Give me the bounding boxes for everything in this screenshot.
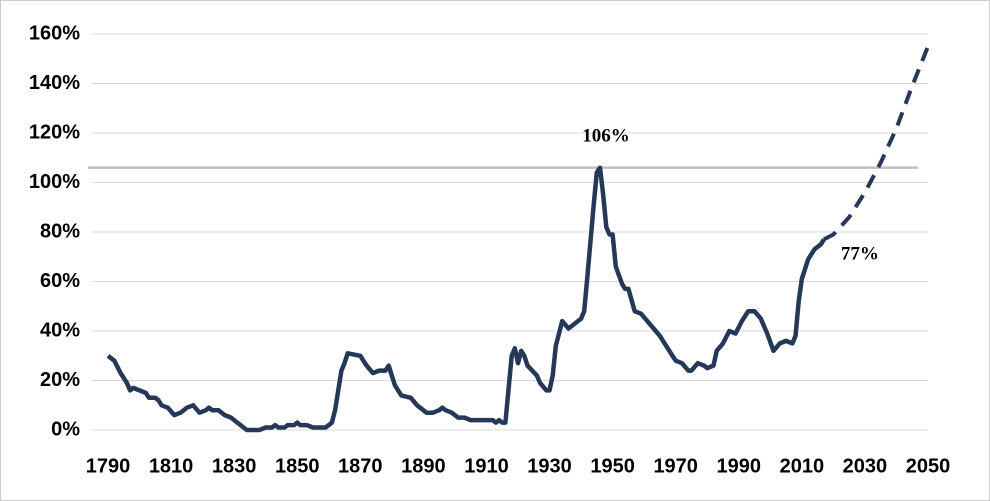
x-tick-label: 2050	[906, 455, 951, 477]
x-tick-label: 2030	[843, 455, 888, 477]
x-tick-label: 1850	[275, 455, 320, 477]
x-tick-label: 1990	[717, 455, 762, 477]
x-tick-label: 1950	[590, 455, 635, 477]
y-tick-label: 40%	[40, 319, 80, 341]
x-tick-label: 1870	[338, 455, 383, 477]
y-tick-label: 120%	[29, 121, 80, 143]
y-tick-label: 20%	[40, 369, 80, 391]
annotation: 77%	[841, 243, 879, 264]
x-tick-label: 1790	[86, 455, 131, 477]
y-tick-label: 100%	[29, 171, 80, 193]
x-tick-label: 1810	[149, 455, 194, 477]
y-tick-label: 60%	[40, 270, 80, 292]
historical-line	[106, 165, 826, 433]
y-tick-label: 80%	[40, 220, 80, 242]
x-tick-label: 2010	[780, 455, 825, 477]
x-tick-label: 1970	[653, 455, 698, 477]
projected-line	[822, 45, 930, 242]
x-tick-label: 1890	[401, 455, 446, 477]
annotation: 106%	[582, 126, 630, 147]
x-tick-label: 1910	[464, 455, 509, 477]
x-tick-label: 1930	[527, 455, 572, 477]
y-tick-label: 140%	[29, 72, 80, 94]
y-tick-label: 0%	[51, 418, 80, 440]
x-tick-label: 1830	[212, 455, 257, 477]
y-tick-label: 160%	[29, 22, 80, 44]
